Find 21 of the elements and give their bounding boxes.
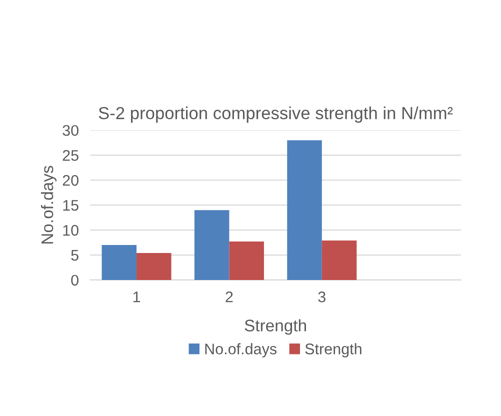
bar xyxy=(194,210,230,280)
bar xyxy=(136,253,172,280)
x-axis-title: Strength xyxy=(244,319,306,335)
bar xyxy=(287,140,322,280)
y-tick-label: 10 xyxy=(63,224,78,236)
y-tick-label: 25 xyxy=(62,150,78,161)
y-tick-label: 15 xyxy=(63,200,78,211)
legend-label: Strength xyxy=(305,343,362,358)
x-tick-label: 1 xyxy=(133,292,140,302)
x-tick-label: 2 xyxy=(226,291,233,302)
y-tick-label: 5 xyxy=(71,250,78,261)
y-tick-label: 20 xyxy=(62,174,78,186)
y-tick-label: 30 xyxy=(62,125,78,136)
bar xyxy=(322,240,357,280)
chart-title: S-2 proportion compressive strength in N/mm² xyxy=(98,106,453,123)
x-tick-label: 3 xyxy=(318,291,326,302)
bar xyxy=(229,242,264,280)
bar xyxy=(102,245,137,280)
y-axis-title: No.of.days xyxy=(40,166,57,244)
legend-label: No.of.days xyxy=(205,343,277,358)
y-tick-label: 0 xyxy=(71,274,78,286)
